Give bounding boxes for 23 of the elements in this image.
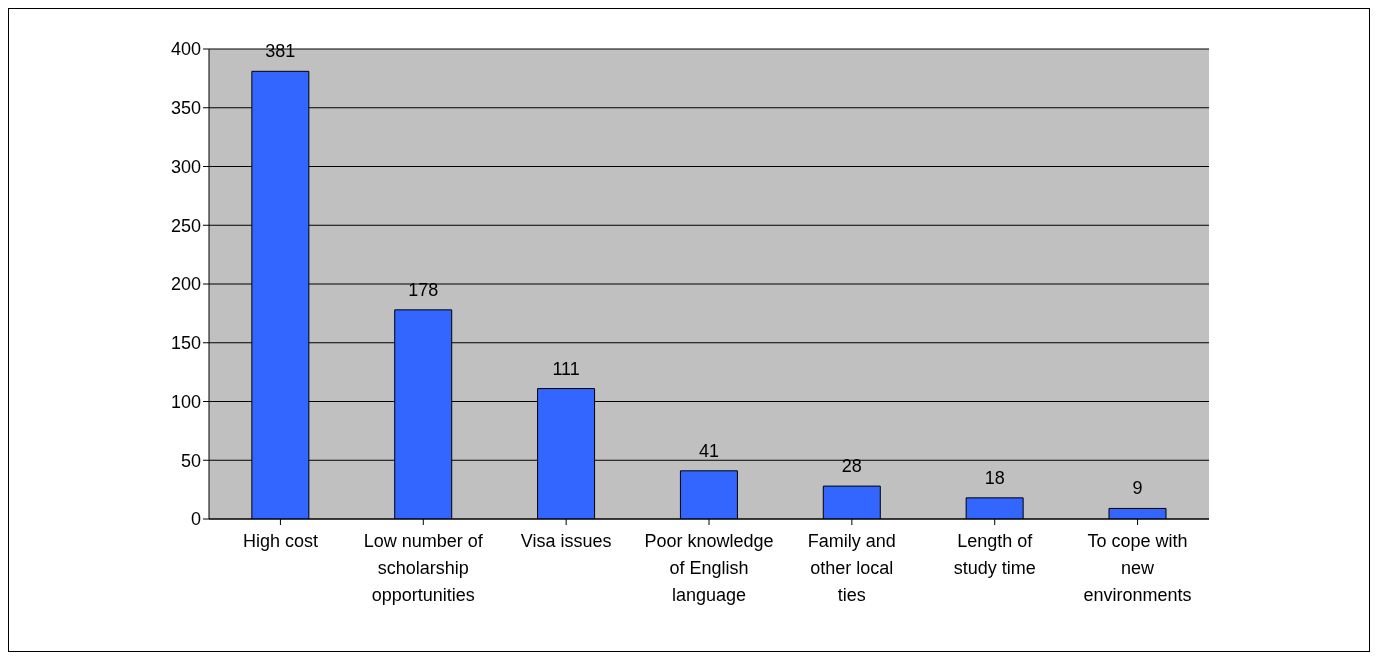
y-tick-label: 200 [170, 274, 201, 295]
y-tick-label: 400 [170, 39, 201, 60]
y-tick-label: 100 [170, 391, 201, 412]
x-tick-label: Family and other local ties [807, 531, 896, 605]
data-label: 18 [984, 467, 1005, 488]
x-tick-label: Low number of scholarship opportunities [363, 531, 484, 605]
y-tick-label: 50 [180, 450, 201, 471]
y-tick-label: 150 [170, 333, 201, 354]
data-label: 9 [1132, 478, 1143, 499]
x-tick-label: Length of study time [953, 531, 1036, 578]
data-label: 41 [698, 440, 719, 461]
data-label: 381 [265, 41, 296, 62]
data-label: 28 [841, 456, 862, 477]
data-label: 178 [408, 279, 439, 300]
x-tick-label: To cope with new environments [1083, 531, 1192, 605]
y-tick-label: 350 [170, 98, 201, 119]
y-tick-label: 0 [190, 509, 201, 530]
data-label: 111 [552, 358, 580, 379]
x-tick-label: Poor knowledge of English language [644, 531, 774, 605]
y-tick-label: 250 [170, 215, 201, 236]
y-tick-label: 300 [170, 156, 201, 177]
x-tick-label: Visa issues [520, 531, 612, 551]
x-tick-label: High cost [242, 531, 318, 551]
